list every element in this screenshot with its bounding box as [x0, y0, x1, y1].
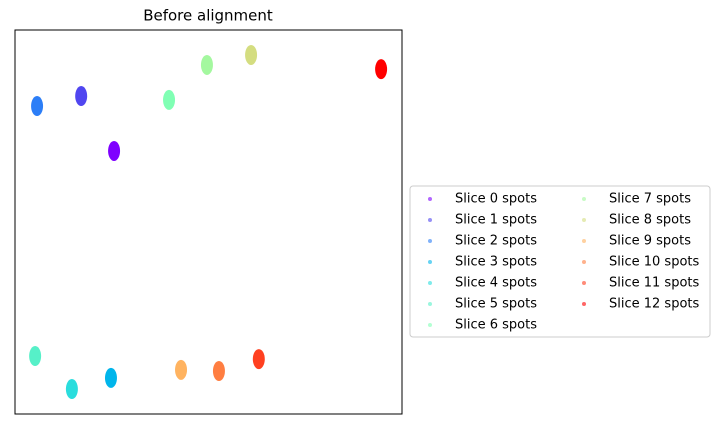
spot-cluster: [175, 359, 188, 380]
legend-marker: [582, 197, 586, 201]
spot-cluster: [29, 346, 42, 367]
legend-label: Slice 8 spots: [609, 213, 691, 228]
legend-label: Slice 1 spots: [455, 213, 537, 228]
chart-title: Before alignment: [143, 7, 273, 25]
legend-label: Slice 4 spots: [455, 276, 537, 291]
legend-label: Slice 6 spots: [455, 318, 537, 333]
legend-label: Slice 0 spots: [455, 192, 537, 207]
spot-cluster: [104, 367, 117, 388]
legend-marker: [428, 281, 432, 285]
legend-label: Slice 5 spots: [455, 297, 537, 312]
legend-marker: [428, 218, 432, 222]
legend-label: Slice 11 spots: [609, 276, 700, 291]
legend-label: Slice 7 spots: [609, 192, 691, 207]
legend-marker: [428, 197, 432, 201]
spot-cluster: [163, 89, 176, 110]
spot-cluster: [212, 360, 225, 381]
legend-marker: [582, 260, 586, 264]
spot-cluster: [200, 54, 213, 75]
legend-label: Slice 10 spots: [609, 255, 700, 270]
spot-cluster: [75, 86, 88, 107]
legend-marker: [428, 323, 432, 327]
legend-marker: [582, 218, 586, 222]
legend-label: Slice 2 spots: [455, 234, 537, 249]
legend-marker: [582, 239, 586, 243]
spot-cluster: [108, 140, 121, 161]
legend-marker: [582, 302, 586, 306]
spot-cluster: [252, 349, 265, 370]
spot-cluster: [65, 379, 78, 400]
legend-label: Slice 9 spots: [609, 234, 691, 249]
spot-cluster: [31, 96, 44, 117]
legend: [409, 185, 711, 338]
spot-cluster: [375, 59, 388, 80]
legend-marker: [428, 260, 432, 264]
spot-cluster: [245, 44, 258, 65]
legend-marker: [428, 239, 432, 243]
legend-marker: [428, 302, 432, 306]
legend-label: Slice 12 spots: [609, 297, 700, 312]
plot-frame: [14, 29, 403, 415]
legend-label: Slice 3 spots: [455, 255, 537, 270]
legend-marker: [582, 281, 586, 285]
